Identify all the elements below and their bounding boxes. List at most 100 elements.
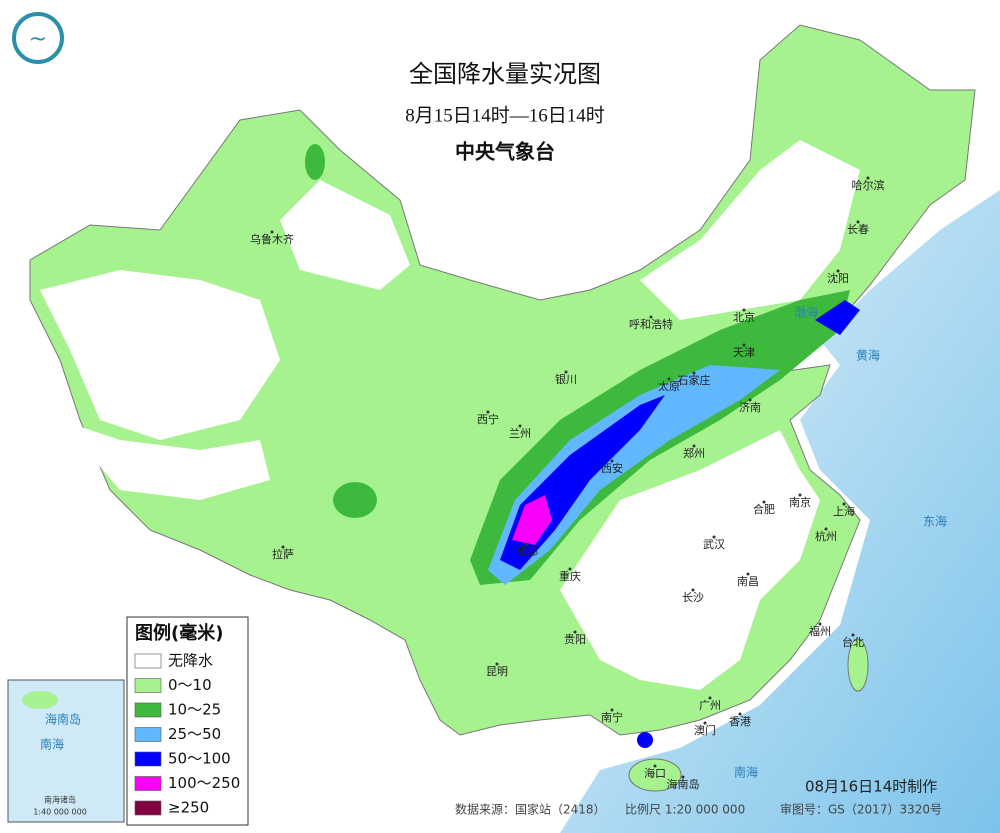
- city-label: 郑州: [683, 446, 705, 460]
- city-label: 天津: [733, 346, 755, 359]
- city-label: 呼和浩特: [629, 317, 673, 331]
- city-dot: [866, 176, 870, 180]
- legend-frame: [126, 616, 249, 826]
- city-label: 济南: [739, 400, 761, 414]
- legend-swatch: [134, 678, 162, 693]
- no-rain-area: [60, 420, 270, 500]
- city-dot: [824, 527, 828, 531]
- rain-band: [815, 300, 860, 335]
- city-dot: [798, 493, 802, 497]
- city-dot: [746, 572, 750, 576]
- period: 8月15日14时—16日14时: [405, 104, 605, 126]
- legend-swatch: [134, 702, 162, 718]
- legend-label: 0～10: [168, 676, 212, 694]
- city-label: 昆明: [486, 665, 508, 678]
- logo-glyph: ~: [29, 27, 47, 52]
- city-dot: [851, 633, 855, 637]
- city-dot: [703, 721, 707, 725]
- scale: 比例尺 1:20 000 000: [625, 803, 745, 817]
- city-label: 南宁: [601, 710, 623, 724]
- rain-spot: [333, 482, 377, 518]
- city-dot: [610, 459, 614, 463]
- made-time: 08月16日14时制作: [805, 778, 937, 796]
- city-dot: [564, 370, 568, 374]
- legend-label: 25～50: [168, 725, 221, 743]
- legend: 图例(毫米) 无降水 0～10 10～25 25～50 50～100 100～250 ≥25…: [126, 616, 249, 826]
- city-dot: [691, 588, 695, 592]
- no-rain-areas: [40, 140, 860, 690]
- sea-label: 南海: [734, 765, 758, 780]
- city-label: 合肥: [753, 502, 775, 516]
- legend-swatch: [134, 751, 162, 767]
- city-label: 海南岛: [667, 777, 700, 791]
- city-label: 石家庄: [678, 373, 711, 387]
- city-label: 北京: [733, 310, 755, 324]
- city-label: 兰州: [509, 427, 531, 440]
- city-dot: [281, 545, 285, 549]
- legend-title: 图例(毫米): [135, 622, 223, 644]
- city-label: 香港: [729, 715, 751, 728]
- city-dot: [518, 424, 522, 428]
- city-label: 乌鲁木齐: [250, 232, 294, 246]
- no-rain-area: [280, 180, 410, 290]
- city-label: 台北: [842, 635, 864, 649]
- city-dot: [573, 630, 577, 634]
- city-label: 福州: [809, 624, 831, 638]
- rain-band: [488, 365, 780, 585]
- city-label: 贵阳: [564, 633, 586, 646]
- city-label: 重庆: [559, 569, 581, 583]
- legend-swatch: [134, 727, 162, 742]
- city-dot: [486, 410, 490, 414]
- agency: 中央气象台: [455, 140, 555, 164]
- sea-label: 黄海: [856, 348, 880, 363]
- city-dot: [762, 500, 766, 504]
- city-label: 上海: [833, 504, 855, 518]
- city-dot: [742, 308, 746, 312]
- city-label: 银川: [555, 372, 577, 386]
- city-dot: [525, 542, 529, 546]
- legend-label: 100～250: [168, 774, 240, 792]
- city-label: 太原: [658, 380, 680, 393]
- inset-island: 海南岛: [45, 712, 81, 727]
- city-label: 西宁: [477, 412, 499, 426]
- city-dot: [270, 230, 274, 234]
- inset: 海南岛 南海 南海诸岛 1:40 000 000: [7, 679, 125, 823]
- rain-spot: [305, 144, 325, 180]
- city-label: 长春: [847, 223, 869, 236]
- inset-sea: 南海: [40, 737, 64, 752]
- city-dot: [649, 315, 653, 319]
- city-label: 南京: [789, 495, 811, 509]
- city-dot: [681, 775, 685, 779]
- city-label: 西安: [601, 461, 623, 475]
- no-rain-area: [640, 140, 860, 320]
- hainan-island: [628, 758, 682, 792]
- city-dot: [667, 377, 671, 381]
- legend-label: 10～25: [168, 701, 221, 719]
- city-dot: [748, 398, 752, 402]
- city-label: 南昌: [737, 575, 759, 588]
- city-dot: [836, 269, 840, 273]
- city-dot: [692, 444, 696, 448]
- inset-land: [22, 691, 58, 709]
- city-dot: [738, 712, 742, 716]
- rain-spot: [637, 732, 653, 748]
- city-dot: [742, 343, 746, 347]
- city-label: 成都: [516, 545, 538, 558]
- legend-swatch: [134, 800, 162, 816]
- city-label: 沈阳: [827, 271, 849, 285]
- legend-label: 50～100: [168, 750, 231, 768]
- city-label: 广州: [699, 699, 721, 712]
- city-dot: [712, 535, 716, 539]
- data-source: 数据来源：国家站（2418）: [455, 802, 606, 817]
- inset-scale: 1:40 000 000: [33, 808, 87, 817]
- city-dot: [708, 696, 712, 700]
- sea-label: 东海: [923, 514, 947, 529]
- city-label: 长沙: [682, 591, 704, 604]
- taiwan-island: [847, 638, 869, 692]
- city-label: 武汉: [703, 538, 725, 551]
- logo: [12, 12, 64, 64]
- city-dot: [495, 662, 499, 666]
